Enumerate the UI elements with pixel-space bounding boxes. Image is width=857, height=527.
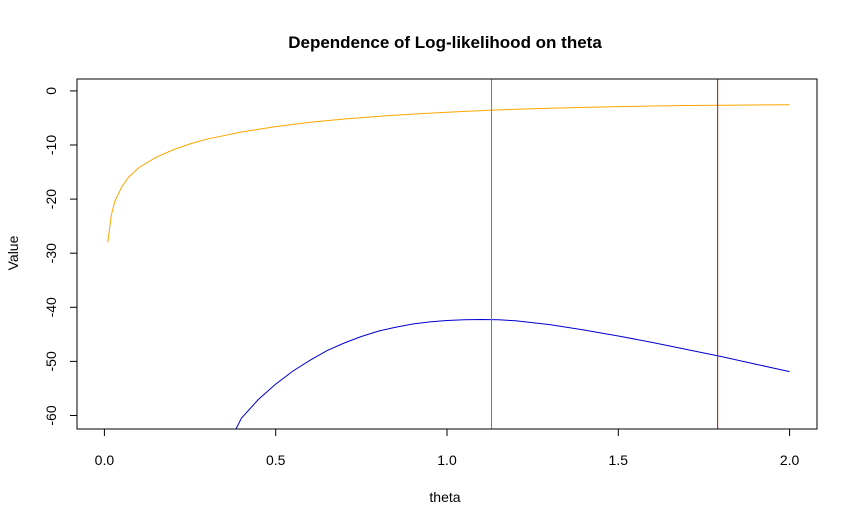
y-tick-label-6: -60	[43, 405, 59, 425]
y-axis-label: Value	[5, 235, 21, 270]
x-tick-label-4: 2.0	[780, 452, 800, 468]
axes: 0.0 0.5 1.0 1.5 2.0 0 -10 -20 -30 -40 -50 -60	[43, 87, 800, 468]
series-line-1	[235, 318, 790, 429]
x-tick-label-1: 0.5	[266, 452, 286, 468]
y-tick-label-4: -40	[43, 297, 59, 317]
x-axis-label: theta	[429, 489, 460, 505]
x-tick-label-2: 1.0	[437, 452, 457, 468]
y-tick-label-3: -30	[43, 243, 59, 263]
y-tick-label-0: 0	[43, 87, 59, 95]
y-tick-label-2: -20	[43, 189, 59, 209]
series-line-0	[107, 104, 790, 243]
y-tick-label-5: -50	[43, 351, 59, 371]
y-tick-label-1: -10	[43, 135, 59, 155]
x-tick-label-0: 0.0	[95, 452, 115, 468]
plot-area	[107, 79, 790, 429]
chart-title: Dependence of Log-likelihood on theta	[288, 33, 602, 52]
x-tick-label-3: 1.5	[609, 452, 629, 468]
plot-frame	[76, 78, 818, 430]
